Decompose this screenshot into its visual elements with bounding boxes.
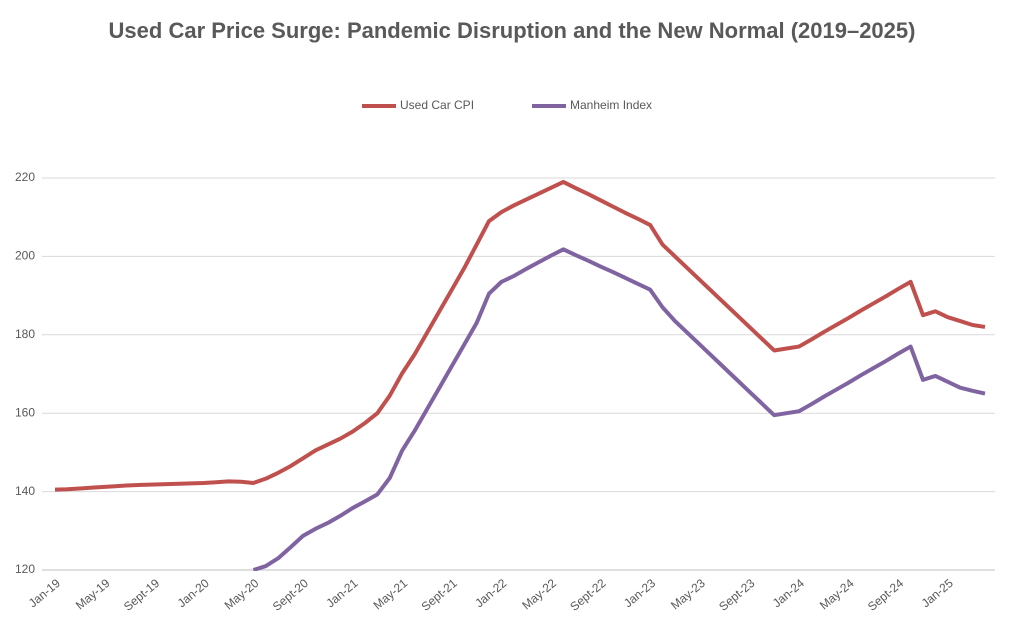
x-tick-label: May-21 — [371, 576, 411, 613]
x-tick-label: May-24 — [817, 576, 857, 613]
x-tick-label: Jan-20 — [175, 576, 212, 611]
x-tick-label: Jan-19 — [26, 576, 63, 611]
y-tick-label: 220 — [15, 170, 35, 184]
legend-label: Manheim Index — [570, 98, 652, 112]
y-tick-label: 200 — [15, 249, 35, 263]
x-tick-label: Sept-24 — [865, 576, 906, 614]
x-tick-label: Jan-25 — [919, 576, 956, 611]
x-tick-label: Sept-19 — [121, 576, 162, 614]
x-tick-label: Jan-21 — [323, 576, 360, 611]
x-tick-label: Jan-24 — [770, 576, 807, 611]
y-tick-label: 180 — [15, 327, 35, 341]
x-tick-label: May-23 — [668, 576, 708, 613]
x-tick-label: May-22 — [519, 576, 559, 613]
y-tick-label: 140 — [15, 484, 35, 498]
line — [252, 247, 986, 571]
x-tick-label: Sept-20 — [270, 576, 311, 614]
line — [54, 179, 986, 492]
x-tick-label: May-19 — [73, 576, 113, 613]
legend-label: Used Car CPI — [400, 98, 474, 112]
y-tick-label: 120 — [15, 562, 35, 576]
x-tick-label: Jan-23 — [621, 576, 658, 611]
x-tick-label: Sept-23 — [716, 576, 757, 614]
x-tick-label: Sept-22 — [567, 576, 608, 614]
chart-title: Used Car Price Surge: Pandemic Disruptio… — [108, 18, 916, 43]
x-tick-label: Sept-21 — [419, 576, 460, 614]
x-tick-label: May-20 — [222, 576, 262, 613]
y-tick-label: 160 — [15, 405, 35, 419]
x-tick-label: Jan-22 — [472, 576, 509, 611]
plot-area — [54, 179, 986, 571]
